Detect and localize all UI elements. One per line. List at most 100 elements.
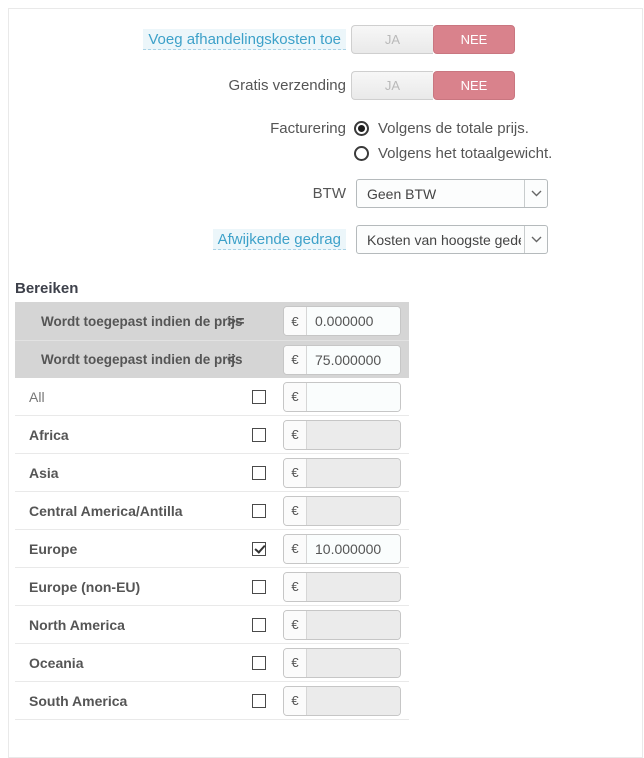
ranges-table-header: Wordt toegepast indien de prijs >= € Wor… — [15, 302, 409, 378]
currency-euro-addon: € — [284, 420, 307, 449]
zone-price-input[interactable] — [307, 610, 400, 639]
radio-icon[interactable] — [354, 145, 369, 161]
price-condition-operator: < — [227, 351, 236, 368]
free-shipping-label: Gratis verzending — [228, 77, 346, 94]
zone-price-input[interactable] — [307, 648, 400, 677]
zone-name: Asia — [29, 464, 59, 481]
zone-name: Central America/Antilla — [29, 502, 183, 519]
currency-euro-addon: € — [284, 610, 307, 639]
zone-price-input[interactable] — [307, 458, 400, 487]
free-shipping-toggle: JA NEE — [351, 71, 515, 100]
price-limit-input[interactable] — [307, 345, 400, 374]
zone-name: Africa — [29, 426, 69, 443]
chevron-down-icon — [524, 180, 547, 207]
billing-option-price-label: Volgens de totale prijs. — [378, 119, 529, 137]
billing-row: Facturering Volgens de totale prijs. Vol… — [9, 117, 642, 167]
tax-select[interactable]: Geen BTW — [356, 179, 548, 208]
currency-euro-addon: € — [284, 572, 307, 601]
handling-fee-toggle: JA NEE — [351, 25, 515, 54]
handling-fee-no-button[interactable]: NEE — [433, 25, 515, 54]
zone-row: North America € — [15, 606, 409, 644]
zone-price-input-group: € — [283, 571, 401, 602]
zone-name: South America — [29, 692, 128, 709]
ranges-zone-list: All € Africa € Asia € Central America/An… — [15, 378, 409, 720]
zone-checkbox[interactable] — [252, 389, 266, 404]
currency-euro-addon: € — [284, 382, 307, 411]
currency-euro-addon: € — [284, 496, 307, 525]
price-limit-input[interactable] — [307, 307, 400, 335]
zone-checkbox[interactable] — [252, 465, 266, 480]
zone-row: Asia € — [15, 454, 409, 492]
ranges-heading: Bereiken — [15, 280, 79, 297]
out-of-range-label[interactable]: Afwijkende gedrag — [212, 229, 346, 250]
handling-fee-row: Voeg afhandelingskosten toe JA NEE — [9, 25, 642, 54]
free-shipping-no-button[interactable]: NEE — [433, 71, 515, 100]
zone-price-input-group: € — [283, 381, 401, 412]
zone-row: Oceania € — [15, 644, 409, 682]
zone-price-input-group: € — [283, 533, 401, 564]
zone-price-input[interactable] — [307, 496, 400, 525]
currency-euro-addon: € — [284, 686, 307, 715]
zone-row: Europe € — [15, 530, 409, 568]
zone-price-input-group: € — [283, 419, 401, 450]
zone-checkbox[interactable] — [252, 503, 266, 518]
tax-select-value: Geen BTW — [367, 185, 437, 202]
price-condition-operator: >= — [227, 312, 245, 330]
free-shipping-yes-button[interactable]: JA — [351, 71, 433, 100]
billing-option-price[interactable]: Volgens de totale prijs. — [354, 117, 552, 139]
zone-name: Oceania — [29, 654, 84, 671]
zone-checkbox[interactable] — [252, 579, 266, 594]
zone-checkbox[interactable] — [252, 541, 266, 556]
zone-price-input[interactable] — [307, 534, 400, 563]
tax-row: BTW Geen BTW — [9, 179, 642, 208]
zone-checkbox[interactable] — [252, 655, 266, 670]
currency-euro-addon: € — [284, 648, 307, 677]
billing-label: Facturering — [270, 120, 346, 137]
free-shipping-row: Gratis verzending JA NEE — [9, 71, 642, 100]
zone-checkbox[interactable] — [252, 427, 266, 442]
zone-name: Europe (non-EU) — [29, 578, 141, 595]
currency-euro-addon: € — [284, 534, 307, 563]
zone-row: South America € — [15, 682, 409, 720]
price-input-group: € — [283, 306, 401, 336]
zone-price-input-group: € — [283, 495, 401, 526]
zone-price-input[interactable] — [307, 572, 400, 601]
zone-row: Europe (non-EU) € — [15, 568, 409, 606]
ranges-section: Bereiken Wordt toegepast indien de prijs… — [15, 280, 642, 720]
zone-name: All — [29, 388, 45, 405]
zone-checkbox[interactable] — [252, 617, 266, 632]
currency-euro-addon: € — [284, 307, 307, 335]
out-of-range-select-value: Kosten van hoogste gedefinieerde bereik — [367, 231, 521, 248]
zone-price-input-group: € — [283, 647, 401, 678]
billing-option-weight[interactable]: Volgens het totaalgewicht. — [354, 142, 552, 164]
zone-price-input[interactable] — [307, 382, 400, 411]
billing-radio-group: Volgens de totale prijs. Volgens het tot… — [354, 117, 552, 167]
price-condition-row: Wordt toegepast indien de prijs < € — [15, 340, 409, 378]
price-condition-row: Wordt toegepast indien de prijs >= € — [15, 302, 409, 340]
handling-fee-yes-button[interactable]: JA — [351, 25, 433, 54]
zone-name: Europe — [29, 540, 78, 557]
zone-price-input-group: € — [283, 685, 401, 716]
zone-price-input-group: € — [283, 609, 401, 640]
zone-price-input-group: € — [283, 457, 401, 488]
chevron-down-icon — [524, 226, 547, 253]
price-input-group: € — [283, 344, 401, 375]
zone-row: All € — [15, 378, 409, 416]
billing-option-weight-label: Volgens het totaalgewicht. — [378, 144, 553, 162]
currency-euro-addon: € — [284, 345, 307, 374]
price-condition-label: Wordt toegepast indien de prijs — [41, 313, 243, 329]
zone-row: Africa € — [15, 416, 409, 454]
zone-name: North America — [29, 616, 125, 633]
zone-checkbox[interactable] — [252, 693, 266, 708]
carrier-costs-panel: Voeg afhandelingskosten toe JA NEE Grati… — [8, 8, 643, 758]
handling-fee-label[interactable]: Voeg afhandelingskosten toe — [143, 29, 346, 50]
out-of-range-select[interactable]: Kosten van hoogste gedefinieerde bereik — [356, 225, 548, 254]
zone-price-input[interactable] — [307, 420, 400, 449]
handling-fee-label-col: Voeg afhandelingskosten toe — [9, 29, 346, 50]
zone-price-input[interactable] — [307, 686, 400, 715]
price-condition-label: Wordt toegepast indien de prijs — [41, 352, 243, 367]
out-of-range-label-col: Afwijkende gedrag — [9, 229, 346, 250]
tax-label: BTW — [312, 185, 346, 202]
currency-euro-addon: € — [284, 458, 307, 487]
radio-icon[interactable] — [354, 120, 369, 136]
